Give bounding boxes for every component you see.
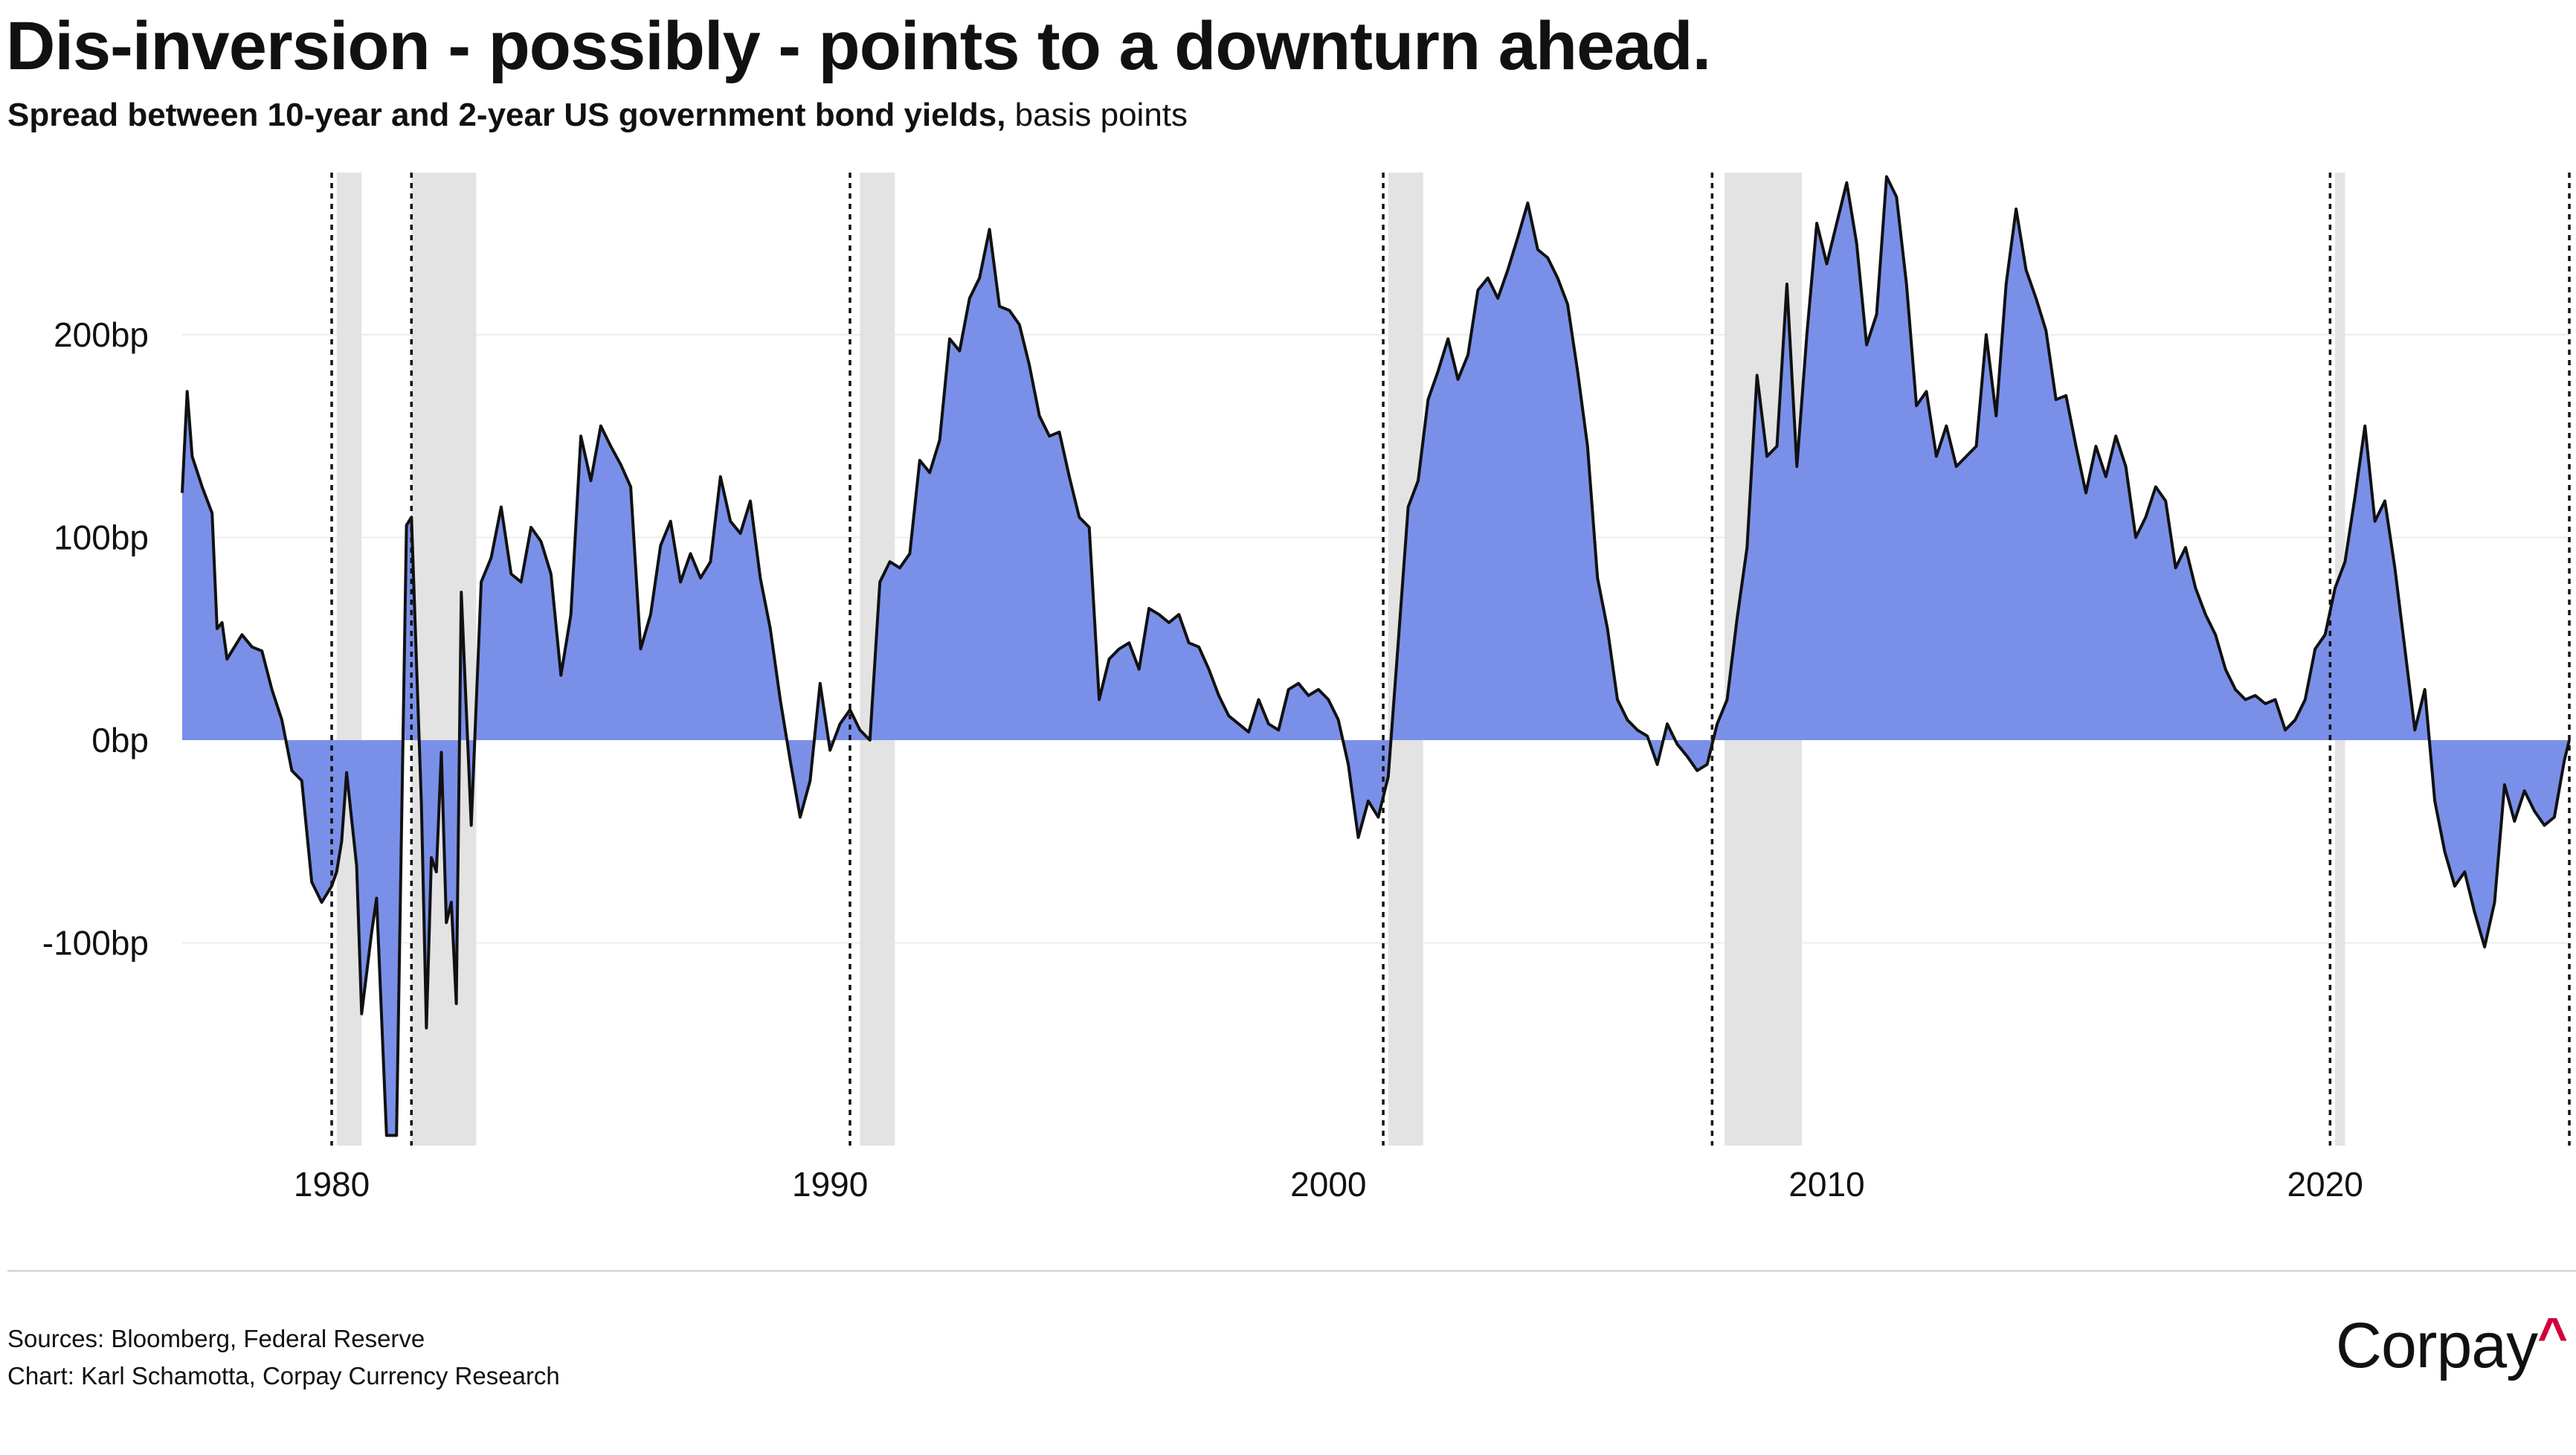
y-tick-label: -100bp [42, 924, 149, 963]
y-axis-ticks: 200bp 100bp 0bp -100bp [42, 315, 149, 963]
subtitle-unit: basis points [1014, 97, 1188, 133]
x-tick-label: 2020 [2287, 1165, 2363, 1204]
x-axis-ticks: 1980 1990 2000 2010 2020 [294, 1165, 2363, 1204]
spread-line [181, 175, 2571, 1137]
x-tick-label: 2000 [1290, 1165, 1366, 1204]
spread-series-line [181, 175, 2571, 1137]
y-tick-label: 0bp [91, 721, 149, 759]
chart-credit: Chart: Karl Schamotta, Corpay Currency R… [7, 1362, 560, 1390]
logo-wordmark: Corpay [2335, 1310, 2538, 1381]
yield-spread-chart: 200bp 100bp 0bp -100bp 1980 1990 2000 2010 2020 [42, 173, 2571, 1204]
chart-subtitle: Spread between 10-year and 2-year US gov… [7, 97, 1188, 134]
subtitle-description: Spread between 10-year and 2-year US gov… [7, 97, 1006, 133]
x-tick-label: 1980 [294, 1165, 370, 1204]
sources-line: Sources: Bloomberg, Federal Reserve [7, 1325, 425, 1352]
spread-area [182, 176, 2569, 1136]
source-notes: Sources: Bloomberg, Federal Reserve Char… [7, 1320, 560, 1395]
logo-caret-icon: ^ [2537, 1307, 2568, 1365]
recession-band [336, 173, 362, 1146]
footer-divider [7, 1270, 2576, 1272]
y-tick-label: 100bp [54, 518, 149, 557]
x-tick-label: 1990 [792, 1165, 868, 1204]
y-tick-label: 200bp [54, 315, 149, 354]
spread-area-fill [182, 176, 2569, 1136]
x-tick-label: 2010 [1788, 1165, 1864, 1204]
chart-title: Dis-inversion - possibly - points to a d… [6, 8, 1711, 84]
recession-band [411, 173, 477, 1146]
corpay-logo: Corpay^ [2335, 1307, 2568, 1383]
